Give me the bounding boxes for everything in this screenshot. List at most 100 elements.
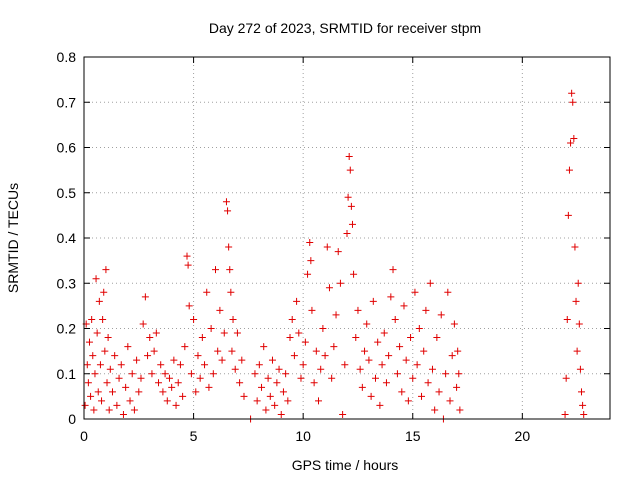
data-point (260, 343, 268, 351)
data-point (428, 365, 436, 373)
data-point (115, 374, 123, 382)
data-point (420, 347, 428, 355)
data-point (139, 320, 147, 328)
data-point (286, 334, 294, 342)
data-point (184, 261, 192, 269)
x-tick-label: 20 (515, 428, 531, 444)
data-point (413, 361, 421, 369)
data-point (137, 374, 145, 382)
data-point (579, 401, 587, 409)
x-axis-title: GPS time / hours (292, 457, 399, 473)
data-point (181, 343, 189, 351)
data-point (89, 352, 97, 360)
data-point (238, 356, 246, 364)
data-point (407, 334, 415, 342)
data-point (393, 370, 401, 378)
y-tick-label: 0.8 (57, 49, 77, 65)
data-point (306, 239, 314, 247)
data-point (225, 243, 233, 251)
data-point (201, 361, 209, 369)
data-point (400, 302, 408, 310)
data-point (343, 229, 351, 237)
y-tick-label: 0.2 (57, 321, 77, 337)
data-point (312, 347, 320, 355)
data-point (212, 266, 219, 274)
data-point (207, 325, 215, 332)
data-point (119, 410, 127, 418)
data-point (568, 89, 576, 97)
data-point (380, 329, 388, 337)
data-point (402, 356, 410, 364)
y-tick-label: 0.4 (57, 230, 77, 246)
data-point (84, 379, 92, 387)
data-point (88, 315, 96, 323)
data-point (371, 374, 379, 382)
y-tick-label: 0.7 (57, 94, 77, 110)
data-point (453, 383, 461, 391)
data-point (431, 406, 439, 414)
data-point (290, 352, 298, 360)
data-point (98, 397, 106, 405)
data-point (96, 361, 104, 369)
data-point (159, 388, 167, 396)
data-point (264, 374, 272, 382)
data-point (92, 275, 100, 283)
y-tick-label: 0.5 (57, 185, 77, 201)
data-point (209, 370, 217, 378)
data-point (106, 365, 114, 373)
data-point (561, 410, 569, 418)
data-point (442, 370, 450, 378)
data-point (87, 392, 95, 400)
data-point (352, 334, 360, 342)
data-point (321, 352, 329, 360)
data-point (222, 198, 230, 206)
data-point (563, 315, 571, 323)
data-point (268, 356, 276, 364)
data-point (220, 329, 228, 337)
data-point (275, 365, 283, 373)
data-point (569, 98, 577, 106)
data-point (130, 406, 138, 414)
data-point (367, 392, 375, 400)
data-point (277, 410, 285, 418)
data-point (354, 306, 362, 314)
data-point (293, 297, 301, 305)
data-point (148, 370, 156, 378)
data-point (299, 361, 307, 369)
data-point (358, 383, 366, 391)
data-points (81, 89, 588, 423)
data-point (398, 388, 406, 396)
grid (84, 57, 610, 419)
data-point (233, 329, 241, 337)
data-point (574, 279, 582, 287)
data-point (152, 329, 160, 337)
data-point (565, 166, 573, 174)
data-point (396, 343, 404, 351)
data-point (113, 401, 121, 409)
data-point (422, 306, 430, 314)
data-point (376, 401, 384, 409)
data-point (172, 401, 180, 409)
data-point (165, 374, 173, 382)
data-point (104, 334, 112, 342)
data-point (168, 383, 176, 391)
data-point (580, 410, 588, 418)
data-point (273, 379, 281, 387)
x-tick-label: 0 (80, 428, 88, 444)
data-point (271, 401, 279, 409)
data-point (369, 297, 377, 305)
data-point (570, 134, 578, 142)
data-point (108, 388, 116, 396)
data-point (374, 338, 382, 346)
data-point (332, 311, 340, 319)
data-point (576, 365, 584, 373)
data-point (93, 329, 101, 337)
data-point (363, 320, 371, 328)
data-point (105, 406, 113, 414)
data-point (161, 370, 169, 378)
data-point (282, 370, 290, 378)
data-point (365, 356, 373, 364)
data-point (187, 370, 195, 378)
data-point (572, 297, 580, 305)
data-point (155, 379, 163, 387)
